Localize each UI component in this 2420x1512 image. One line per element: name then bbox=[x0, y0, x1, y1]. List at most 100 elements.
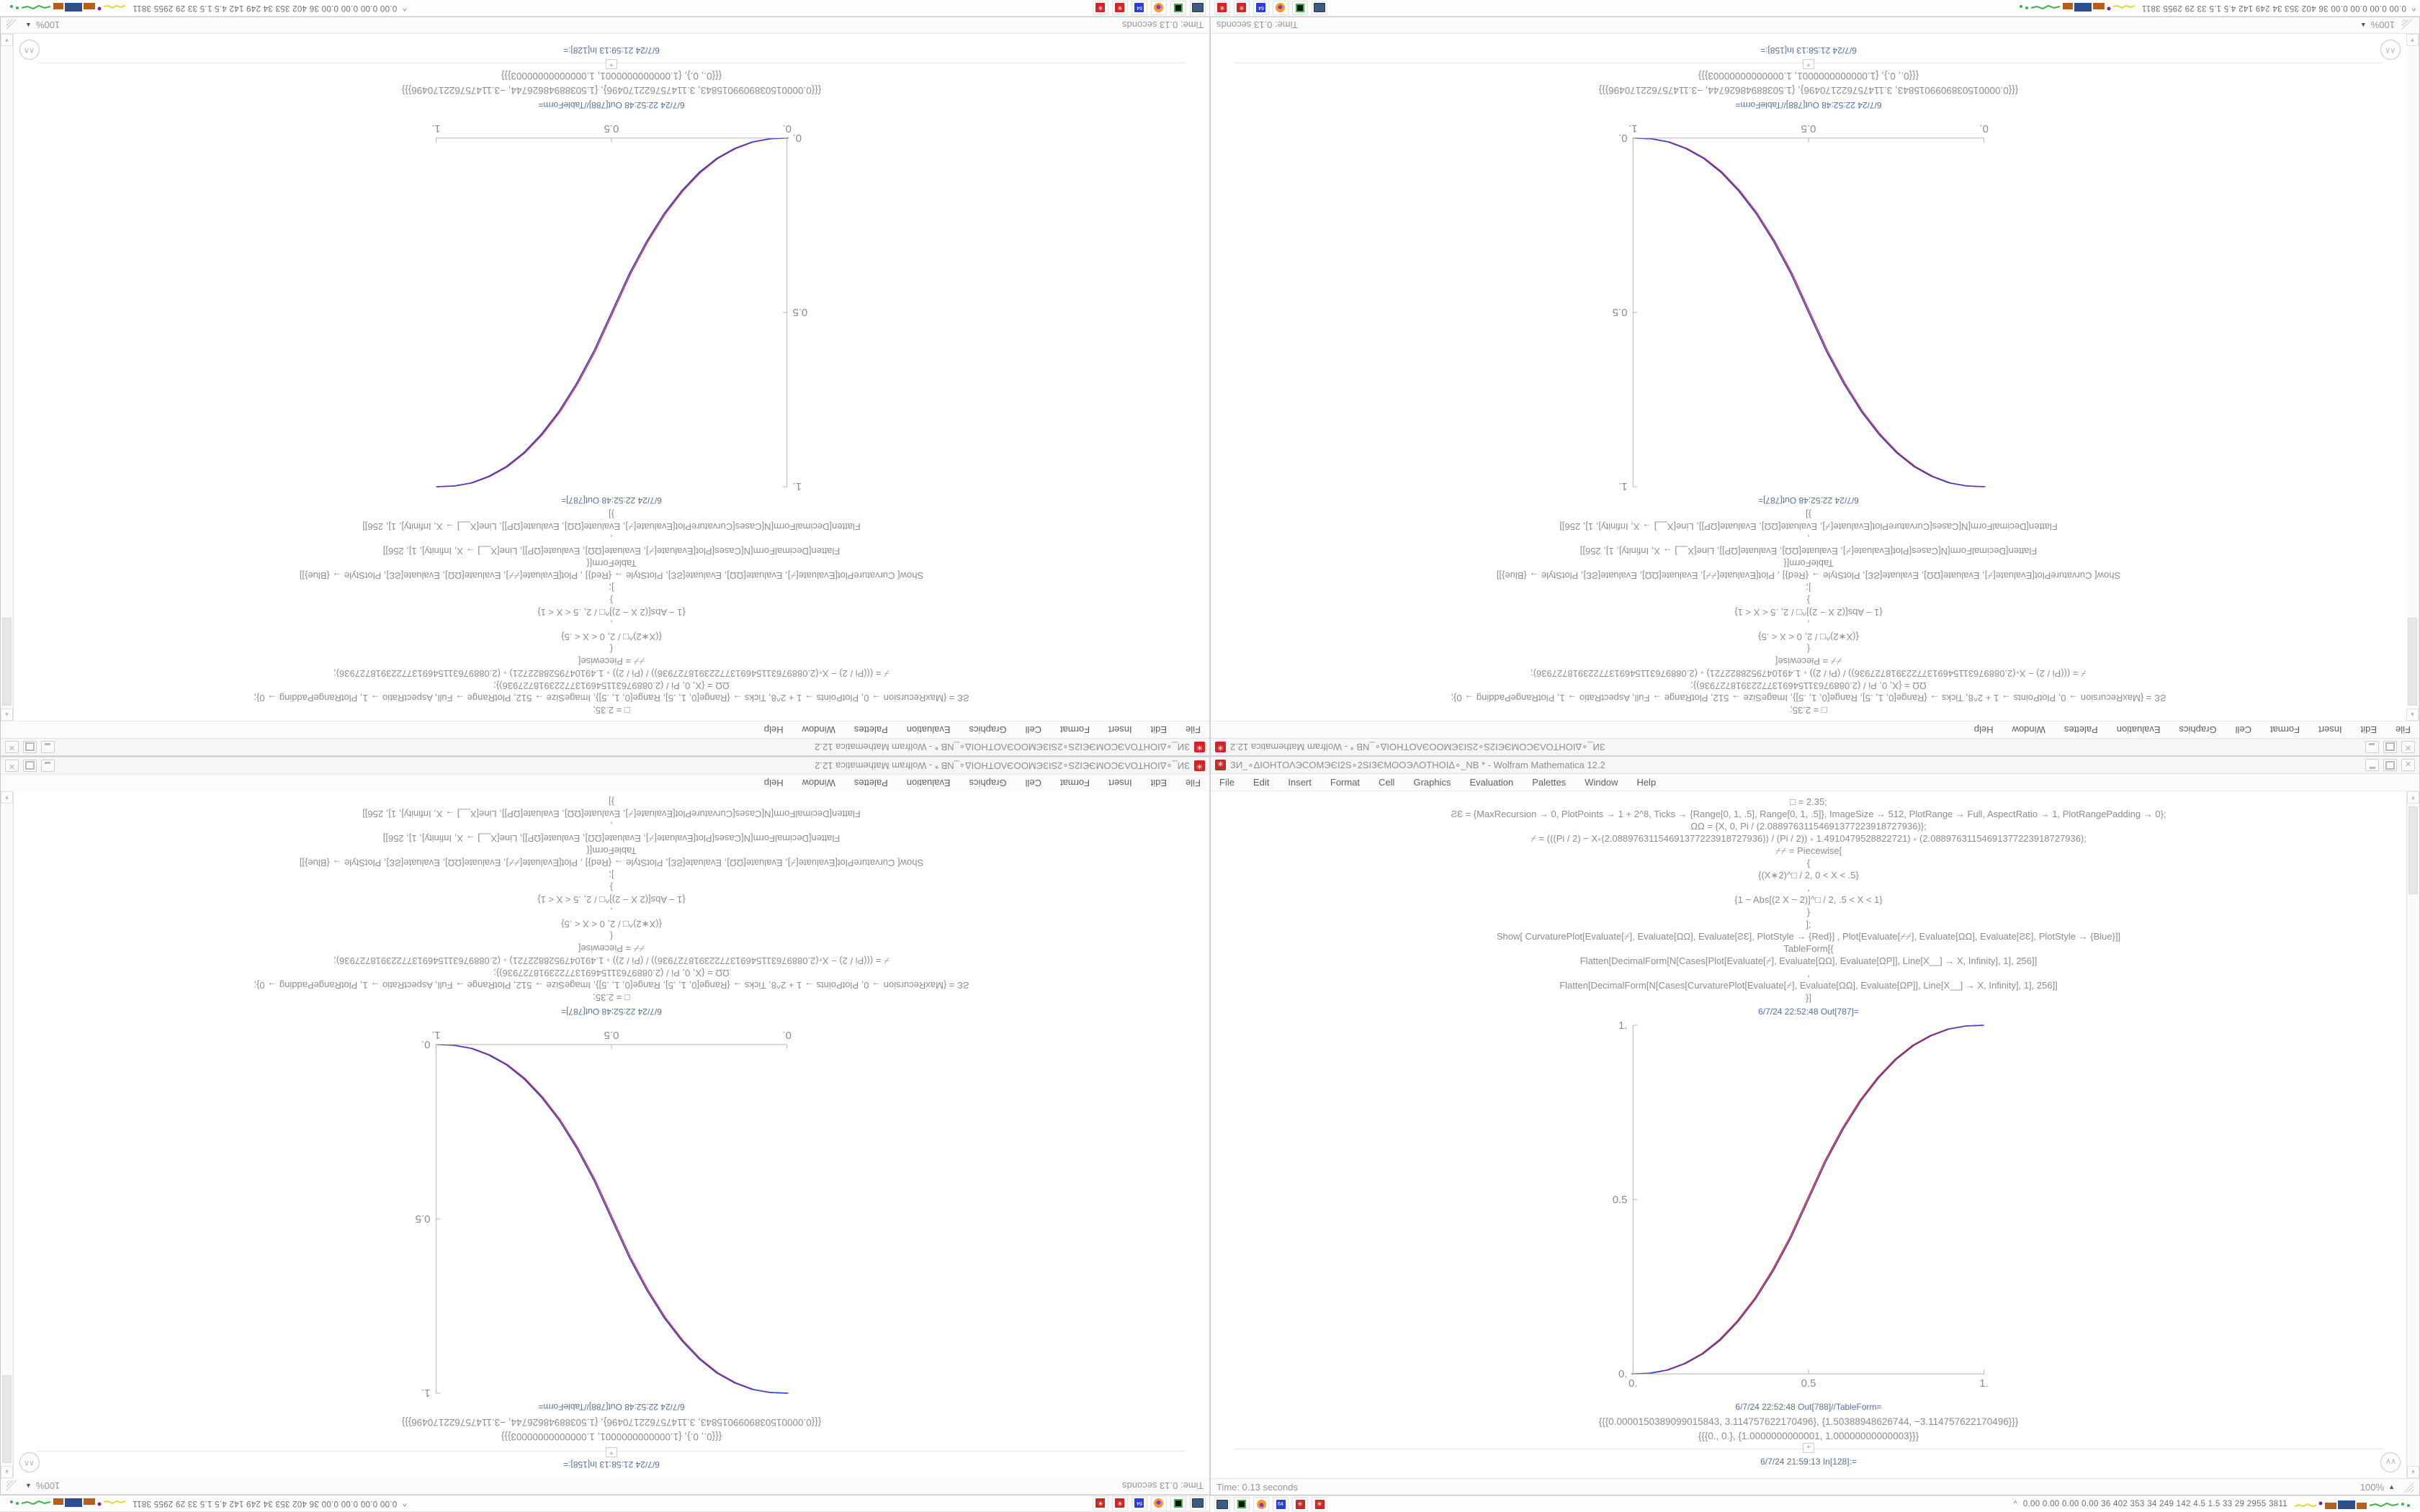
menu-edit[interactable]: Edit bbox=[1150, 724, 1168, 735]
cell-insertion-bar[interactable]: + bbox=[1234, 57, 2383, 69]
terminal-icon[interactable] bbox=[1170, 1496, 1186, 1511]
floppy64-icon[interactable]: 64 bbox=[1253, 1, 1269, 15]
maximize-button[interactable] bbox=[23, 760, 37, 772]
terminal-icon[interactable] bbox=[1234, 1497, 1250, 1511]
menu-window[interactable]: Window bbox=[2012, 724, 2045, 735]
display-icon[interactable] bbox=[1312, 1, 1327, 15]
insert-cell-plus-icon[interactable]: + bbox=[1803, 59, 1814, 69]
tray-chevron-icon[interactable]: ^ bbox=[403, 4, 407, 12]
cell-insertion-bar[interactable]: + bbox=[37, 1445, 1186, 1457]
minimize-button[interactable] bbox=[2365, 759, 2379, 771]
scroll-up-icon[interactable]: ▴ bbox=[1, 1466, 13, 1478]
close-button[interactable]: ✕ bbox=[5, 760, 19, 772]
scroll-down-icon[interactable]: ▾ bbox=[1, 34, 13, 46]
scrollbar-track[interactable] bbox=[1, 804, 13, 1466]
scrollbar-thumb[interactable] bbox=[2408, 618, 2417, 706]
close-button[interactable]: ✕ bbox=[2401, 741, 2415, 753]
close-button[interactable]: ✕ bbox=[2401, 759, 2415, 771]
suggestions-toggle-icon[interactable]: ∧∧ bbox=[19, 40, 40, 60]
zoom-control[interactable]: 100% ▲ bbox=[25, 20, 60, 31]
input-cell[interactable]: □ = 2.35; ƧƐ = {MaxRecursion → 0, PlotPoi… bbox=[1451, 796, 2166, 1004]
firefox-icon[interactable] bbox=[1273, 1, 1289, 15]
suggestions-toggle-icon[interactable]: ∧∧ bbox=[2380, 40, 2401, 60]
menu-help[interactable]: Help bbox=[1973, 724, 1994, 735]
scroll-down-icon[interactable]: ▾ bbox=[2406, 34, 2419, 46]
menu-edit[interactable]: Edit bbox=[1150, 778, 1168, 788]
scrollbar-track[interactable] bbox=[1, 46, 13, 708]
maximize-button[interactable] bbox=[2383, 759, 2397, 771]
notebook-content[interactable]: □ = 2.35; ƧƐ = {MaxRecursion → 0, PlotPoi… bbox=[14, 791, 1209, 1478]
menu-insert[interactable]: Insert bbox=[1108, 724, 1132, 735]
scroll-up-icon[interactable]: ▴ bbox=[2407, 791, 2419, 804]
menu-evaluation[interactable]: Evaluation bbox=[906, 724, 951, 735]
menu-cell[interactable]: Cell bbox=[1025, 778, 1041, 788]
menu-evaluation[interactable]: Evaluation bbox=[1469, 777, 1514, 788]
zoom-control[interactable]: 100% ▲ bbox=[2360, 1482, 2395, 1493]
tray-chevron-icon[interactable]: ^ bbox=[2411, 4, 2416, 12]
menu-file[interactable]: File bbox=[1219, 777, 1234, 788]
firefox-icon[interactable] bbox=[1151, 1496, 1167, 1511]
vertical-scrollbar[interactable]: ▴ ▾ bbox=[2406, 34, 2419, 721]
resize-grip[interactable] bbox=[6, 19, 18, 31]
notebook-content[interactable]: □ = 2.35; ƧƐ = {MaxRecursion → 0, PlotPoi… bbox=[14, 34, 1209, 721]
mathematica-red-icon[interactable]: ✳ bbox=[1312, 1497, 1327, 1511]
floppy64-icon[interactable]: 64 bbox=[1131, 1496, 1147, 1511]
menu-insert[interactable]: Insert bbox=[1288, 777, 1312, 788]
cell-insertion-bar[interactable]: + bbox=[37, 57, 1186, 69]
scrollbar-track[interactable] bbox=[2406, 46, 2419, 708]
resize-grip[interactable] bbox=[2402, 1481, 2414, 1493]
scroll-up-icon[interactable]: ▴ bbox=[1, 708, 13, 721]
menu-evaluation[interactable]: Evaluation bbox=[2116, 724, 2161, 735]
minimize-button[interactable] bbox=[41, 741, 55, 753]
floppy64-icon[interactable]: 64 bbox=[1273, 1497, 1289, 1511]
input-cell[interactable]: □ = 2.35; ƧƐ = {MaxRecursion → 0, PlotPoi… bbox=[1451, 508, 2166, 716]
menu-format[interactable]: Format bbox=[2269, 724, 2300, 735]
vertical-scrollbar[interactable]: ▴ ▾ bbox=[1, 34, 14, 721]
menu-help[interactable]: Help bbox=[763, 778, 784, 788]
menu-insert[interactable]: Insert bbox=[1108, 778, 1132, 788]
scroll-down-icon[interactable]: ▾ bbox=[2407, 1466, 2419, 1478]
menu-help[interactable]: Help bbox=[1636, 777, 1657, 788]
suggestions-toggle-icon[interactable]: ∧∧ bbox=[19, 1452, 40, 1472]
resize-grip[interactable] bbox=[2402, 19, 2414, 31]
suggestions-toggle-icon[interactable]: ∧∧ bbox=[2380, 1452, 2401, 1472]
menu-graphics[interactable]: Graphics bbox=[969, 724, 1007, 735]
maximize-button[interactable] bbox=[23, 741, 37, 753]
scrollbar-thumb[interactable] bbox=[2408, 806, 2418, 894]
floppy64-icon[interactable]: 64 bbox=[1131, 1, 1147, 15]
terminal-icon[interactable] bbox=[1292, 1, 1308, 15]
menu-palettes[interactable]: Palettes bbox=[2063, 724, 2098, 735]
notebook-content[interactable]: □ = 2.35; ƧƐ = {MaxRecursion → 0, PlotPoi… bbox=[1211, 791, 2406, 1478]
menu-evaluation[interactable]: Evaluation bbox=[906, 778, 951, 788]
window-titlebar[interactable]: ✳ ЗИ_∘ΔΙΟΗΤΟΛЭCOMЭЄІ2S∘2SІЗЄMOOЭΛΟΤΗΟΙΔ∘… bbox=[1, 738, 1209, 755]
menu-edit[interactable]: Edit bbox=[2360, 724, 2378, 735]
menu-file[interactable]: File bbox=[1186, 724, 1201, 735]
mathematica-red-icon[interactable]: ✳ bbox=[1234, 1, 1250, 15]
input-cell[interactable]: □ = 2.35; ƧƐ = {MaxRecursion → 0, PlotPoi… bbox=[254, 796, 969, 1004]
scroll-down-icon[interactable]: ▾ bbox=[1, 791, 13, 804]
menu-insert[interactable]: Insert bbox=[2318, 724, 2342, 735]
menu-window[interactable]: Window bbox=[802, 778, 835, 788]
mathematica-red-icon[interactable]: ✳ bbox=[1112, 1, 1128, 15]
mathematica-red-icon[interactable]: ✳ bbox=[1112, 1496, 1128, 1511]
menu-window[interactable]: Window bbox=[1585, 777, 1618, 788]
menu-palettes[interactable]: Palettes bbox=[853, 724, 888, 735]
menu-help[interactable]: Help bbox=[763, 724, 784, 735]
insert-cell-plus-icon[interactable]: + bbox=[606, 59, 617, 69]
vertical-scrollbar[interactable]: ▴ ▾ bbox=[2406, 791, 2419, 1478]
scrollbar-thumb[interactable] bbox=[2, 618, 12, 706]
menu-window[interactable]: Window bbox=[802, 724, 835, 735]
mathematica-red-icon[interactable]: ✳ bbox=[1093, 1496, 1108, 1511]
menu-graphics[interactable]: Graphics bbox=[2179, 724, 2217, 735]
menu-graphics[interactable]: Graphics bbox=[969, 778, 1007, 788]
display-icon[interactable] bbox=[1190, 1, 1206, 15]
scroll-up-icon[interactable]: ▴ bbox=[2406, 708, 2419, 721]
minimize-button[interactable] bbox=[41, 760, 55, 772]
scrollbar-track[interactable] bbox=[2407, 804, 2419, 1466]
terminal-icon[interactable] bbox=[1170, 1, 1186, 15]
maximize-button[interactable] bbox=[2383, 741, 2397, 753]
display-icon[interactable] bbox=[1190, 1496, 1206, 1511]
insert-cell-plus-icon[interactable]: + bbox=[1803, 1443, 1814, 1453]
menu-cell[interactable]: Cell bbox=[1379, 777, 1395, 788]
menu-format[interactable]: Format bbox=[1330, 777, 1361, 788]
